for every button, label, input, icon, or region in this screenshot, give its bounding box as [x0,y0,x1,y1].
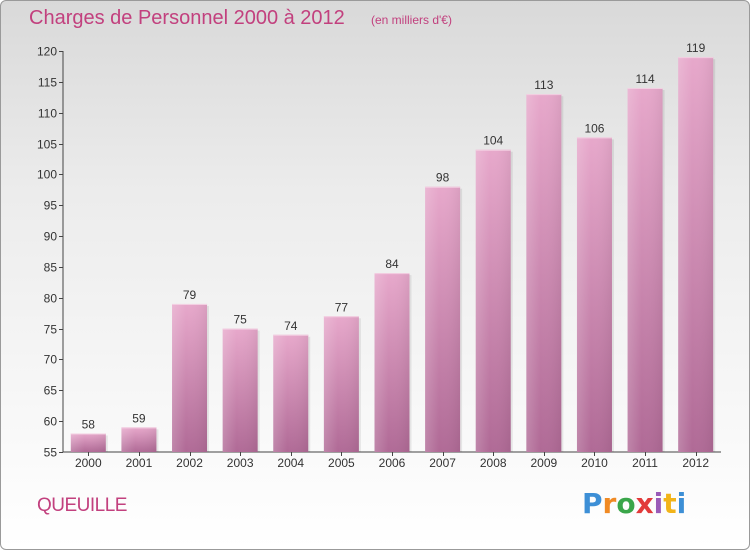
logo-letter: i [676,487,687,520]
value-label: 74 [284,319,298,333]
value-label: 58 [82,417,96,431]
bar-sheen [222,328,258,452]
value-label: 104 [483,134,503,148]
value-label: 98 [436,171,450,185]
bar-sheen [627,88,663,452]
value-label: 84 [385,257,399,271]
x-tick-label: 2002 [176,456,203,470]
value-label: 106 [584,121,604,135]
bar-sheen [121,427,157,452]
x-tick-label: 2009 [530,456,557,470]
value-label: 59 [132,411,146,425]
y-tick-label: 70 [44,353,58,367]
value-label: 77 [335,300,349,314]
x-tick-label: 2005 [328,456,355,470]
y-tick-label: 90 [44,230,58,244]
value-label: 113 [534,78,553,92]
bar-sheen [70,433,106,452]
logo-letter: i [653,487,664,520]
y-tick-label: 110 [38,107,57,121]
y-tick-label: 115 [38,76,57,90]
chart-subtitle: (en milliers d'€) [371,13,452,27]
logo-letter: r [602,487,617,520]
x-tick-label: 2010 [581,456,608,470]
y-tick-label: 55 [44,446,58,460]
bar-sheen [425,186,461,452]
x-tick-label: 2012 [682,456,709,470]
x-tick-label: 2011 [632,456,658,470]
x-tick-label: 2006 [379,456,406,470]
x-tick-label: 2001 [126,456,153,470]
logo-letter: t [663,487,677,520]
y-tick-label: 95 [44,199,58,213]
x-tick-label: 2004 [277,456,304,470]
x-tick-label: 2003 [227,456,254,470]
bar-sheen [374,273,410,452]
logo-letter: o [616,487,636,520]
x-tick-label: 2007 [429,456,456,470]
y-tick-label: 60 [44,415,58,429]
chart-title: Charges de Personnel 2000 à 2012 [29,7,345,29]
bar-sheen [323,316,359,452]
value-label: 119 [686,41,705,55]
value-label: 114 [636,72,655,86]
logo-letter: x [635,487,654,520]
y-tick-label: 105 [37,138,57,152]
value-label: 75 [233,313,247,327]
y-tick-label: 80 [44,292,58,306]
bar-sheen [475,149,511,452]
bar-sheen [576,137,612,452]
bar-sheen [678,57,714,453]
y-tick-label: 75 [44,323,58,337]
x-tick-label: 2008 [480,456,507,470]
value-labels: 58 59 79 75 74 77 84 98 104 113 106 114 119 [82,41,706,431]
value-label: 79 [183,288,197,302]
y-tick-label: 100 [37,168,57,182]
bar-sheen [172,303,208,452]
y-tick-label: 120 [37,45,57,59]
proxiti-logo: Proxiti [582,487,686,520]
y-tick-label: 85 [44,261,58,275]
x-tick-label: 2000 [75,456,102,470]
commune-name: QUEUILLE [37,495,127,516]
bars [70,57,716,453]
bar-sheen [526,94,562,452]
bar-sheen [273,334,309,452]
y-tick-label: 65 [44,384,58,398]
logo-letter: P [582,487,603,520]
